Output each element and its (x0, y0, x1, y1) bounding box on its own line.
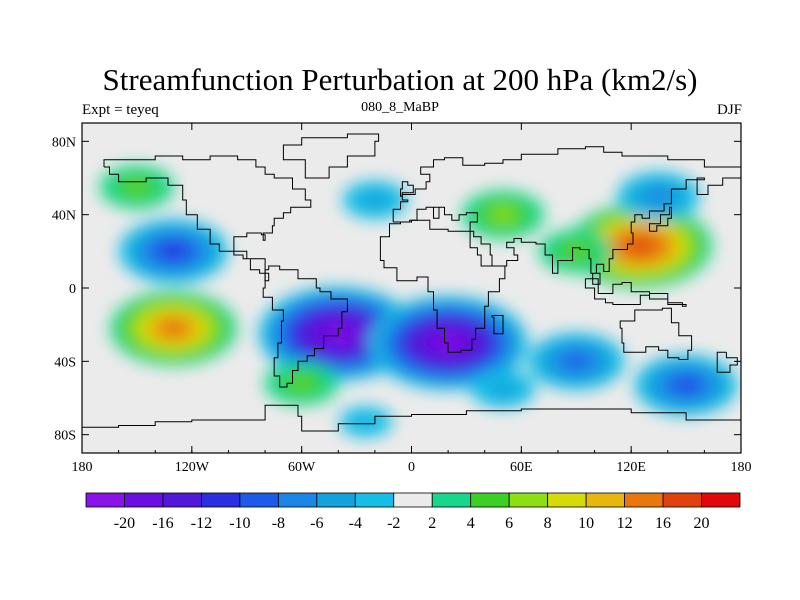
colorbar-label: 4 (467, 515, 475, 532)
coastline-segment (282, 133, 380, 179)
x-tick-label: 60E (510, 460, 533, 475)
contour-band (563, 354, 589, 369)
coastline-segment (584, 278, 687, 307)
y-tick-label: 40S (54, 355, 76, 370)
colorbar-label: -20 (114, 515, 135, 532)
colorbar-box (585, 492, 625, 508)
anomaly-5 (634, 354, 738, 416)
contour-band (570, 247, 582, 255)
coastline-segment (392, 146, 741, 285)
coastline-segment (491, 315, 504, 335)
colorbar-box (239, 492, 279, 508)
colorbar: -20 -16 -12 -10 -8 -6 -4 -2 2 4 6 8 10 12 16 20 (85, 492, 741, 532)
colorbar-label: -10 (229, 515, 250, 532)
y-tick-label: 80S (54, 429, 76, 444)
x-tick-label: 120W (175, 460, 210, 475)
colorbar-box (662, 492, 702, 508)
anomaly-11 (264, 361, 339, 406)
contour-band (645, 188, 672, 204)
coastline-segment (262, 265, 348, 388)
coastline-segment (379, 219, 506, 353)
colorbar-label: -6 (310, 515, 323, 532)
colorbar-box (201, 492, 241, 508)
colorbar-label: 6 (505, 515, 513, 532)
colorbar-label: 8 (544, 515, 552, 532)
plot-subtitle: 080_8_MaBP (361, 100, 439, 115)
x-tick-label: 180 (72, 460, 93, 475)
x-tick-label: 60W (288, 460, 316, 475)
contour-band (156, 318, 191, 339)
contour-band (131, 183, 143, 191)
x-tick-label: 120E (616, 460, 646, 475)
plot-title: Streamfunction Perturbation at 200 hPa (… (102, 62, 698, 97)
anomaly-14 (339, 406, 393, 438)
colorbar-label: -4 (349, 515, 362, 532)
x-tick-label: 180 (731, 460, 752, 475)
y-tick-label: 0 (69, 282, 76, 297)
coastlines (82, 133, 741, 432)
colorbar-box (124, 492, 164, 508)
contour-band (488, 380, 518, 398)
colorbar-label: 10 (578, 515, 594, 532)
contour-band (679, 381, 693, 390)
experiment-label: Expt = teyeq (82, 102, 159, 118)
colorbar-label: -8 (272, 515, 285, 532)
contour-band (296, 379, 308, 387)
contour-band (627, 238, 654, 254)
x-tick-label: 0 (408, 460, 415, 475)
colorbar-box (470, 492, 510, 508)
anomaly-8 (461, 190, 545, 239)
anomaly-13 (470, 369, 536, 408)
colorbar-box (431, 492, 472, 508)
anomaly-3 (110, 291, 237, 366)
colorbar-label: -2 (387, 515, 400, 532)
colorbar-label: -12 (191, 515, 212, 532)
anomaly-4 (568, 203, 712, 289)
colorbar-label: 20 (694, 515, 710, 532)
colorbar-box (393, 492, 433, 508)
anomaly-0 (118, 219, 229, 284)
colorbar-label: 12 (617, 515, 633, 532)
coastline-segment (103, 155, 312, 282)
coastline-segment (716, 351, 738, 373)
coastline-segment (649, 206, 672, 232)
coastline-segment (82, 404, 741, 432)
colorbar-box (162, 492, 202, 508)
colorbar-box (277, 492, 318, 508)
colorbar-label: 2 (428, 515, 436, 532)
colorbar-box (624, 492, 664, 508)
season-label: DJF (716, 102, 742, 118)
anomaly-10 (539, 229, 614, 274)
colorbar-box (85, 492, 125, 508)
anomaly-9 (99, 165, 175, 210)
coastline-segment (619, 307, 693, 360)
coastline-segment (400, 181, 414, 197)
colorbar-box (508, 492, 549, 508)
anomaly-7 (617, 172, 700, 221)
colorbar-box (354, 492, 395, 508)
colorbar-box (701, 492, 741, 508)
y-tick-label: 40N (52, 209, 76, 224)
colorbar-box (547, 492, 587, 508)
anomaly-12 (342, 180, 408, 220)
colorbar-label: 16 (655, 515, 671, 532)
axis-ticks: 180 120W 60W 0 60E 120E 180 80N 40N 0 40S 80S (52, 123, 752, 475)
y-tick-label: 80N (52, 135, 76, 150)
contour-band (161, 244, 186, 259)
anomaly-6 (527, 332, 625, 390)
contour-band (360, 191, 390, 209)
colorbar-label: -16 (152, 515, 173, 532)
colorbar-box (316, 492, 356, 508)
contour-band (490, 207, 517, 223)
